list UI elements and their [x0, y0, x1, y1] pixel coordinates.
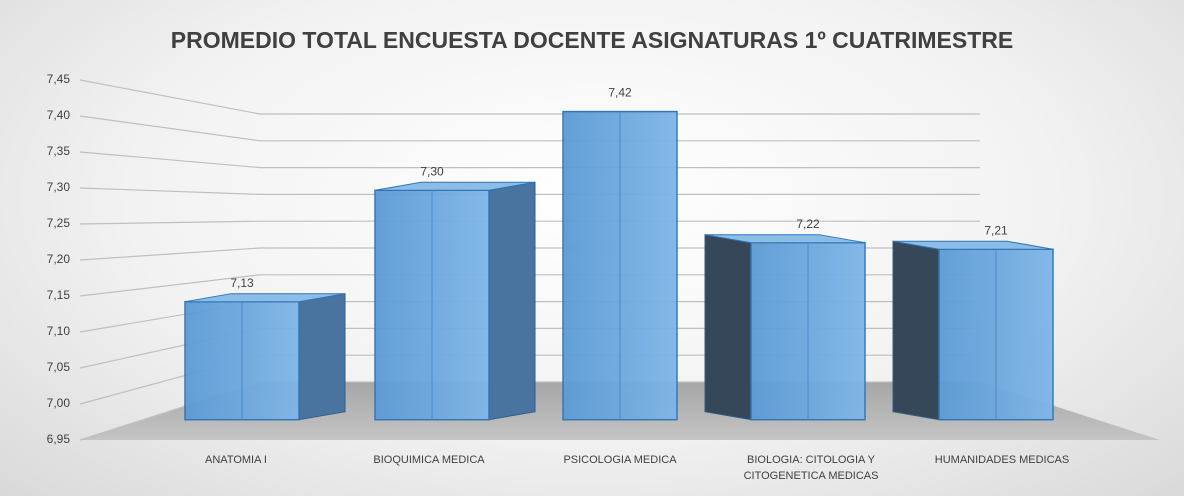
- y-tick-label: 7,10: [47, 324, 71, 338]
- bar: [184, 293, 346, 421]
- bar: [374, 181, 536, 421]
- grid-line: [79, 220, 980, 225]
- x-tick-label: ANATOMIA I: [205, 454, 267, 466]
- y-tick-label: 7,25: [47, 216, 71, 230]
- grid-line: [79, 79, 980, 115]
- bar-top: [892, 240, 1054, 250]
- grid-line: [79, 115, 980, 142]
- y-tick-label: 7,20: [47, 252, 71, 266]
- value-label: 7,21: [984, 223, 1008, 237]
- y-tick-label: 7,40: [47, 108, 71, 122]
- y-tick-label: 7,05: [47, 360, 71, 374]
- grid-line: [79, 187, 980, 195]
- bar-top: [704, 234, 866, 244]
- bar-side: [892, 240, 940, 421]
- chart-title: PROMEDIO TOTAL ENCUESTA DOCENTE ASIGNATU…: [171, 27, 1013, 53]
- bar-side: [704, 234, 752, 421]
- y-tick-label: 7,15: [47, 288, 71, 302]
- value-label: 7,13: [230, 276, 254, 290]
- bar-side: [298, 293, 346, 421]
- x-tick-label: HUMANIDADES MEDICAS: [934, 454, 1070, 466]
- x-tick-label: PSICOLOGIA MEDICA: [563, 454, 677, 466]
- x-tick-label: BIOQUIMICA MEDICA: [373, 454, 485, 466]
- y-tick-label: 6,95: [47, 432, 71, 446]
- y-tick-label: 7,30: [47, 180, 71, 194]
- value-label: 7,30: [420, 164, 444, 178]
- bar-top: [374, 181, 536, 191]
- value-label: 7,22: [796, 217, 820, 231]
- grid-line: [79, 151, 980, 169]
- value-label: 7,42: [608, 86, 632, 100]
- bar: [562, 110, 678, 421]
- bar-top: [184, 293, 346, 303]
- bar: [704, 234, 866, 421]
- y-tick-label: 7,00: [47, 396, 71, 410]
- x-tick-label: BIOLOGIA: CITOLOGIA Y CITOGENETICA MEDIC…: [743, 454, 879, 482]
- y-tick-label: 7,45: [47, 72, 71, 86]
- bar: [892, 240, 1054, 421]
- bar-side: [488, 181, 536, 421]
- y-tick-label: 7,35: [47, 144, 71, 158]
